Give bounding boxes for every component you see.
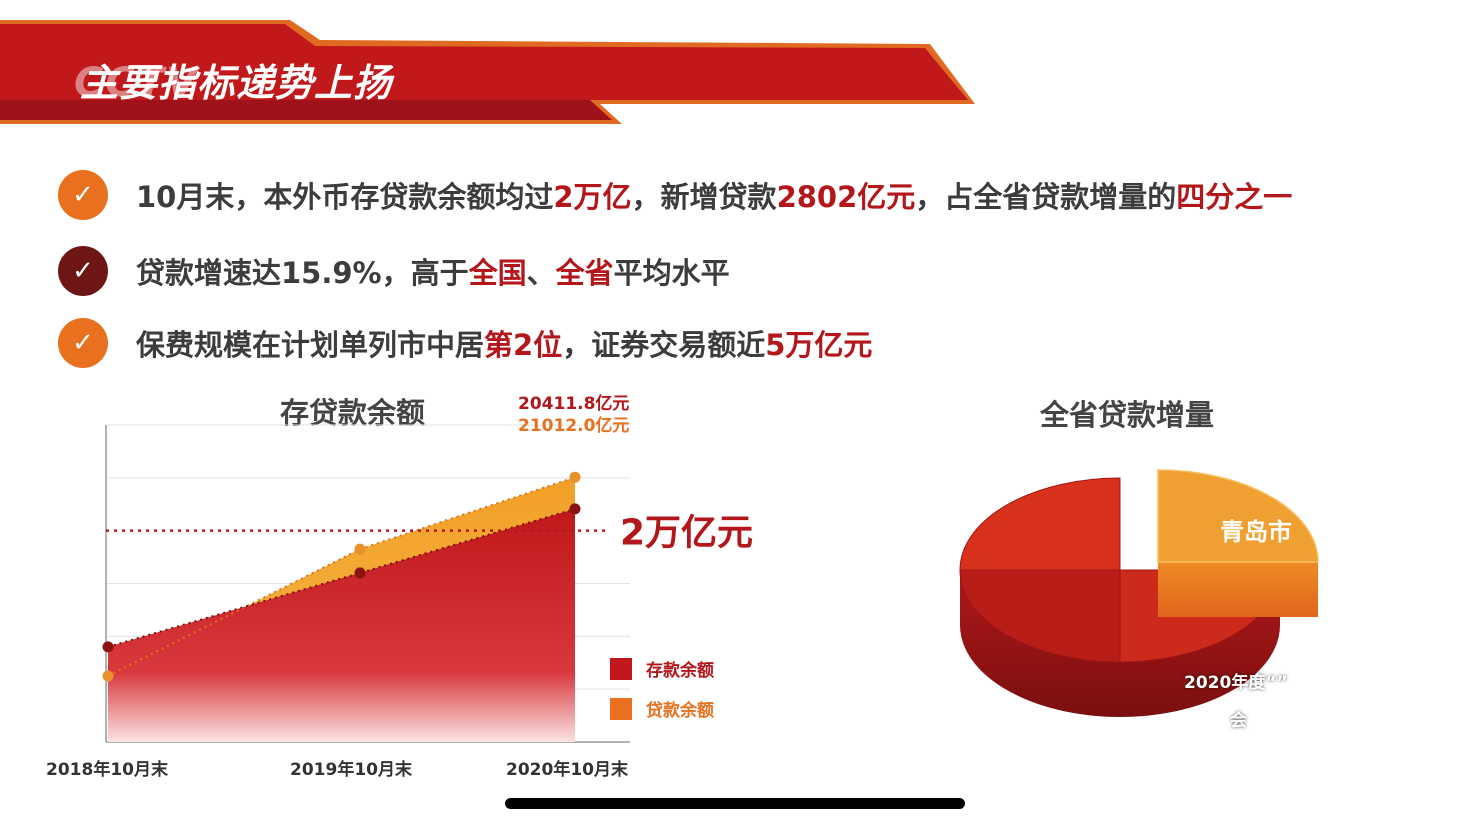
loan-point bbox=[102, 670, 114, 682]
data-label-deposit: 20411.8亿元 bbox=[518, 393, 629, 414]
bullet-2-text: 贷款增速达15.9%，高于全国、全省平均水平 bbox=[136, 256, 730, 290]
bullet-3-text: 保费规模在计划单列市中居第2位，证券交易额近5万亿元 bbox=[136, 328, 873, 362]
pie-note-2: 会 bbox=[1230, 711, 1247, 731]
bullet-1: ✓ 10月末，本外币存贷款余额均过2万亿，新增贷款2802亿元，占全省贷款增量的… bbox=[58, 170, 1292, 220]
loan-point bbox=[569, 471, 581, 483]
bullet-1-text: 10月末，本外币存贷款余额均过2万亿，新增贷款2802亿元，占全省贷款增量的四分… bbox=[136, 180, 1293, 214]
bullet-3: ✓ 保费规模在计划单列市中居第2位，证券交易额近5万亿元 bbox=[58, 318, 872, 368]
deposit-point bbox=[354, 567, 366, 579]
loan-point bbox=[354, 543, 366, 555]
pie-slice-highlight bbox=[1157, 469, 1319, 563]
legend-swatch-deposit bbox=[610, 658, 632, 680]
cctv-watermark: CCTV bbox=[74, 60, 199, 106]
data-label-loan: 21012.0亿元 bbox=[518, 415, 629, 436]
legend-swatch-loan bbox=[610, 698, 632, 720]
x-tick-label: 2018年10月末 bbox=[46, 759, 169, 780]
pie-slice bbox=[959, 477, 1121, 571]
pie-chart: 青岛市 bbox=[959, 469, 1319, 717]
legend-label-deposit: 存款余额 bbox=[646, 660, 714, 681]
bullet-2: ✓ 贷款增速达15.9%，高于全国、全省平均水平 bbox=[58, 246, 730, 296]
pie-note-1: 2020年度“” bbox=[1184, 673, 1288, 693]
pie-slice bbox=[959, 569, 1121, 663]
banner-lower-shape bbox=[0, 100, 612, 120]
deposit-point bbox=[569, 503, 581, 515]
check-icon: ✓ bbox=[58, 246, 108, 296]
area-chart-title: 存贷款余额 bbox=[280, 396, 426, 430]
x-tick-label: 2020年10月末 bbox=[506, 759, 629, 780]
deposit-point bbox=[102, 641, 114, 653]
page-title: 主要指标递势上扬 bbox=[80, 61, 393, 105]
check-icon: ✓ bbox=[58, 318, 108, 368]
series-deposit-area bbox=[108, 508, 575, 742]
reference-line-label: 2万亿元 bbox=[620, 513, 753, 554]
pie-side bbox=[960, 570, 1280, 717]
header-banner bbox=[0, 20, 975, 124]
check-icon: ✓ bbox=[58, 170, 108, 220]
legend-label-loan: 贷款余额 bbox=[646, 700, 714, 721]
banner-main-shape bbox=[0, 24, 968, 100]
pie-chart-title: 全省贷款增量 bbox=[1040, 398, 1215, 432]
x-tick-label: 2019年10月末 bbox=[290, 759, 413, 780]
pie-slice-label: 青岛市 bbox=[1220, 518, 1292, 546]
home-indicator[interactable] bbox=[505, 798, 965, 809]
pie-wedge-side bbox=[1158, 562, 1318, 617]
